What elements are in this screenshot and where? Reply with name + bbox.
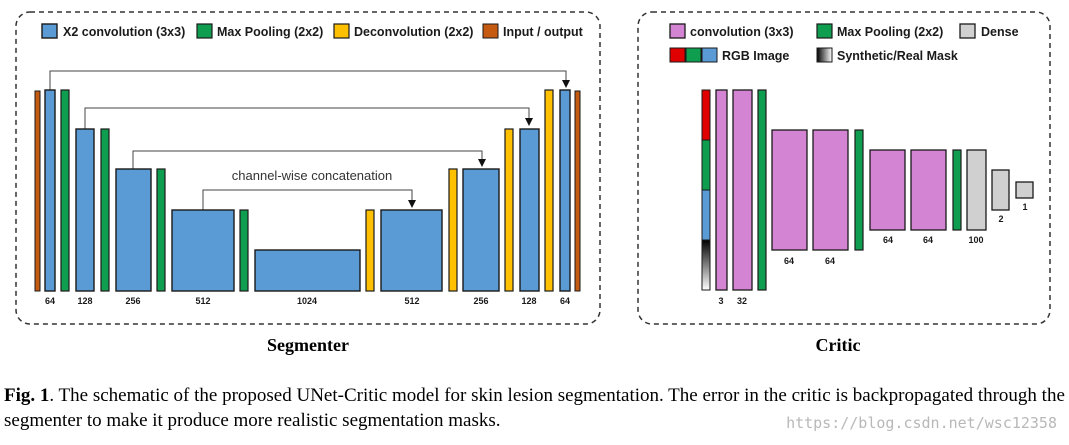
- legend-rgb-red-swatch: [669, 47, 686, 63]
- legend-dense-label: Dense: [981, 25, 1019, 39]
- conv-block-256-dec: [462, 168, 500, 292]
- critic-pool-3: [952, 149, 962, 231]
- legend-critic-pool-label: Max Pooling (2x2): [837, 25, 943, 39]
- skip-connection-128: [84, 107, 533, 129]
- legend-deconv-label: Deconvolution (2x2): [354, 25, 473, 39]
- channel-label: 64: [784, 256, 794, 266]
- channel-label: 256: [473, 296, 488, 306]
- legend-conv-label: X2 convolution (3x3): [63, 25, 185, 39]
- watermark: https://blog.csdn.net/wsc12358: [786, 414, 1057, 432]
- segmenter-border: [15, 11, 601, 325]
- segmenter-title: Segmenter: [267, 335, 349, 355]
- conv-block-64-dec: [559, 89, 571, 292]
- skip-connection-512: [202, 189, 416, 210]
- legend-mask-swatch: [816, 47, 833, 63]
- legend-pool-swatch: [196, 23, 213, 39]
- legend-io-swatch: [482, 23, 499, 39]
- channel-label: 3: [718, 296, 723, 306]
- channel-label: 256: [125, 296, 140, 306]
- critic-dense-1: [1015, 181, 1034, 199]
- legend-deconv-swatch: [333, 23, 350, 39]
- critic-conv-64b: [812, 129, 849, 251]
- channel-label: 128: [77, 296, 92, 306]
- channel-label: 64: [45, 296, 55, 306]
- critic-conv-64a: [771, 129, 808, 251]
- skip-connections: [49, 70, 570, 210]
- conv-block-512-enc: [171, 209, 235, 292]
- deconv-layer-1: [365, 209, 375, 292]
- critic-conv-64d: [910, 149, 947, 231]
- figure-label: Fig. 1: [4, 385, 50, 406]
- conv-block-128-dec: [519, 128, 540, 292]
- input-blue-channel: [701, 189, 711, 241]
- legend-io-label: Input / output: [503, 25, 584, 39]
- legend-mask-label: Synthetic/Real Mask: [837, 49, 958, 63]
- input-green-channel: [701, 139, 711, 191]
- input-layer: [34, 90, 41, 292]
- conv-block-512-dec: [380, 209, 443, 292]
- output-layer: [574, 90, 581, 292]
- conv-block-256: [115, 168, 152, 292]
- input-mask-channel: [701, 239, 711, 291]
- legend-rgb-label: RGB Image: [722, 49, 789, 63]
- pool-layer-4: [239, 209, 249, 292]
- pool-layer-3: [156, 168, 166, 292]
- concat-label: channel-wise concatenation: [232, 168, 392, 183]
- channel-label: 1: [1022, 202, 1027, 212]
- critic-conv-32: [732, 89, 753, 291]
- pool-layer-2: [100, 128, 110, 292]
- channel-label: 1024: [297, 296, 317, 306]
- pool-layer-1: [60, 89, 70, 292]
- critic-conv-3: [715, 89, 728, 291]
- critic-pool-1: [757, 89, 767, 291]
- channel-label: 64: [825, 256, 835, 266]
- critic-dense-2: [991, 169, 1010, 211]
- conv-block-64: [44, 89, 56, 292]
- legend-critic-conv-swatch: [669, 23, 686, 39]
- critic-channel-labels: 3 32 64 64 64 64 100 2 1: [718, 202, 1027, 306]
- segmenter-legend: X2 convolution (3x3) Max Pooling (2x2) D…: [41, 23, 584, 39]
- channel-label: 64: [560, 296, 570, 306]
- skip-connection-64: [49, 70, 570, 90]
- segmenter-channel-labels: 64 128 256 512 1024 512 256 128 64: [45, 296, 570, 306]
- legend-critic-pool-swatch: [816, 23, 833, 39]
- channel-label: 64: [883, 235, 893, 245]
- critic-panel: convolution (3x3) Max Pooling (2x2) Dens…: [637, 11, 1051, 325]
- channel-label: 100: [968, 235, 983, 245]
- figure-caption: Fig. 1. The schematic of the proposed UN…: [4, 383, 1066, 433]
- critic-border: [637, 11, 1051, 325]
- critic-dense-100: [966, 149, 987, 231]
- legend-critic-conv-label: convolution (3x3): [690, 25, 793, 39]
- legend-rgb-green-swatch: [685, 47, 702, 63]
- channel-label: 32: [737, 296, 747, 306]
- deconv-layer-2: [448, 168, 458, 292]
- channel-label: 512: [195, 296, 210, 306]
- channel-label: 128: [521, 296, 536, 306]
- critic-title: Critic: [816, 335, 861, 355]
- conv-block-1024: [254, 249, 361, 292]
- input-red-channel: [701, 89, 711, 141]
- legend-rgb-blue-swatch: [701, 47, 718, 63]
- deconv-layer-4: [544, 89, 554, 292]
- segmenter-panel: X2 convolution (3x3) Max Pooling (2x2) D…: [15, 11, 601, 325]
- legend-pool-label: Max Pooling (2x2): [217, 25, 323, 39]
- critic-legend: convolution (3x3) Max Pooling (2x2) Dens…: [669, 23, 1019, 63]
- caption-text: . The schematic of the proposed UNet-Cri…: [4, 385, 1065, 431]
- channel-label: 2: [998, 214, 1003, 224]
- skip-connection-256: [132, 150, 486, 169]
- conv-block-128: [75, 128, 95, 292]
- legend-dense-swatch: [959, 23, 976, 39]
- channel-label: 512: [404, 296, 419, 306]
- critic-conv-64c: [869, 149, 906, 231]
- critic-pool-2: [854, 129, 864, 251]
- legend-conv-swatch: [41, 23, 58, 39]
- deconv-layer-3: [504, 128, 514, 292]
- channel-label: 64: [923, 235, 933, 245]
